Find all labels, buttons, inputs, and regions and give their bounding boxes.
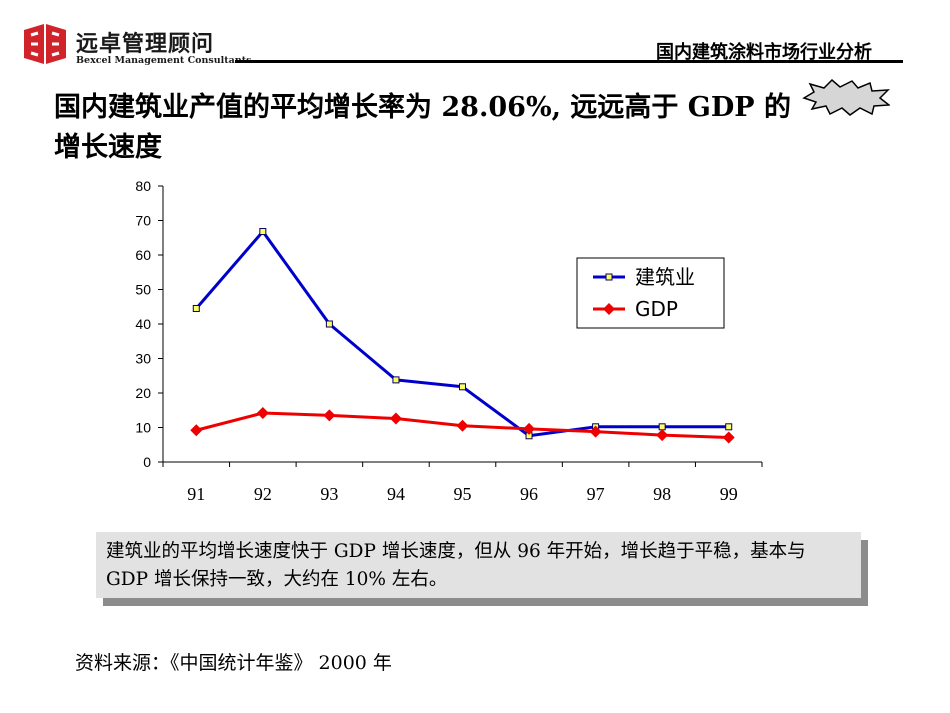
legend-marker xyxy=(603,303,615,315)
data-point xyxy=(256,407,269,420)
data-point xyxy=(656,429,669,442)
data-point xyxy=(456,419,469,432)
data-point xyxy=(658,423,666,431)
x-tick-label: 97 xyxy=(587,484,605,504)
x-tick-label: 92 xyxy=(254,484,272,504)
data-point xyxy=(389,412,402,425)
legend-marker xyxy=(605,273,613,281)
y-tick-label: 60 xyxy=(135,247,151,263)
logo-mark-icon xyxy=(24,24,66,64)
company-logo: 远卓管理顾问 Bexcel Management Consultants xyxy=(22,22,252,68)
note-box: 建筑业的平均增长速度快于 GDP 增长速度，但从 96 年开始，增长趋于平稳，基… xyxy=(96,532,861,598)
data-point xyxy=(392,376,400,384)
data-point xyxy=(589,425,602,438)
legend-box xyxy=(576,257,725,329)
logo-name-cn: 远卓管理顾问 xyxy=(76,31,215,57)
x-axis-ticks: 91 92 93 94 95 96 97 98 99 xyxy=(162,462,763,504)
x-tick-label: 98 xyxy=(653,484,671,504)
note-text: 建筑业的平均增长速度快于 GDP 增长速度，但从 96 年开始，增长趋于平稳，基… xyxy=(106,541,806,590)
chart-legend: 建筑业 GDP xyxy=(576,257,725,329)
y-tick-label: 40 xyxy=(135,316,151,332)
x-tick-label: 94 xyxy=(387,484,405,504)
legend-item: GDP xyxy=(593,297,678,321)
data-point xyxy=(725,423,733,431)
line-chart: 0 10 20 30 40 50 60 70 80 91 92 93 94 95 96 97 98 99 建筑业… xyxy=(135,178,763,504)
data-point xyxy=(459,383,466,391)
data-point xyxy=(523,422,536,435)
data-point xyxy=(190,424,203,437)
y-tick-label: 0 xyxy=(143,454,151,470)
source-citation: 资料来源：《中国统计年鉴》 2000 年 xyxy=(75,652,392,674)
x-tick-label: 95 xyxy=(454,484,472,504)
data-point xyxy=(259,228,267,236)
x-tick-label: 93 xyxy=(320,484,338,504)
y-tick-label: 80 xyxy=(135,178,151,194)
header-divider xyxy=(235,60,903,63)
y-tick-label: 50 xyxy=(135,282,151,298)
x-tick-label: 96 xyxy=(520,484,538,504)
y-tick-label: 30 xyxy=(135,351,151,367)
x-tick-label: 91 xyxy=(187,484,205,504)
legend-label: 建筑业 xyxy=(635,265,695,289)
legend-label: GDP xyxy=(635,297,678,321)
chart-series xyxy=(190,228,735,444)
x-tick-label: 99 xyxy=(720,484,738,504)
data-point xyxy=(323,409,336,422)
data-point xyxy=(325,320,333,328)
logo-name-en: Bexcel Management Consultants xyxy=(76,55,252,66)
header-title: 国内建筑涂料市场行业分析 xyxy=(656,42,872,63)
y-tick-label: 20 xyxy=(135,385,151,401)
slide-title: 国内建筑业产值的平均增长率为 28.06%, 远远高于 GDP 的增长速度 xyxy=(54,92,791,163)
y-tick-label: 70 xyxy=(135,213,151,229)
data-point xyxy=(722,431,735,444)
data-point xyxy=(192,304,200,312)
y-axis-ticks: 0 10 20 30 40 50 60 70 80 xyxy=(135,178,163,470)
y-tick-label: 10 xyxy=(135,420,151,436)
series-2 xyxy=(190,407,735,444)
legend-item: 建筑业 xyxy=(593,265,695,289)
starburst-icon xyxy=(802,78,890,116)
